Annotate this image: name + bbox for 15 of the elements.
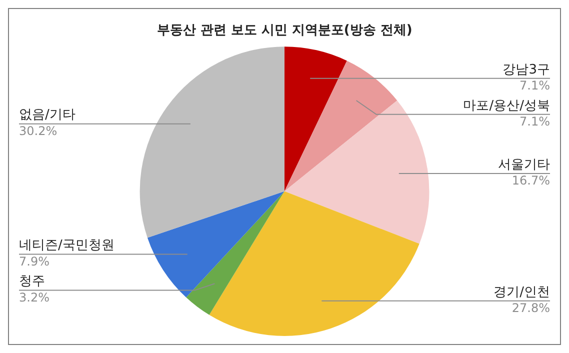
chart-title: 부동산 관련 보도 시민 지역분포(방송 전체) [156, 23, 412, 38]
data-label: 16.7% [512, 174, 550, 188]
slice-label: 경기/인천 [494, 284, 550, 300]
data-label: 3.2% [19, 290, 50, 304]
data-label: 30.2% [19, 124, 58, 138]
data-label: 27.8% [512, 301, 550, 316]
data-label: 7.1% [520, 114, 550, 129]
slice-label: 강남3구 [502, 62, 550, 78]
slice-label: 없음/기타 [19, 108, 76, 123]
slice-label: 네티즌/국민청원 [19, 238, 114, 254]
data-label: 7.9% [19, 254, 50, 268]
slice-label: 서울기타 [498, 157, 550, 172]
data-label: 7.1% [520, 78, 550, 93]
slice-label: 마포/용산/성북 [463, 98, 550, 114]
slice-label: 청주 [19, 274, 45, 290]
